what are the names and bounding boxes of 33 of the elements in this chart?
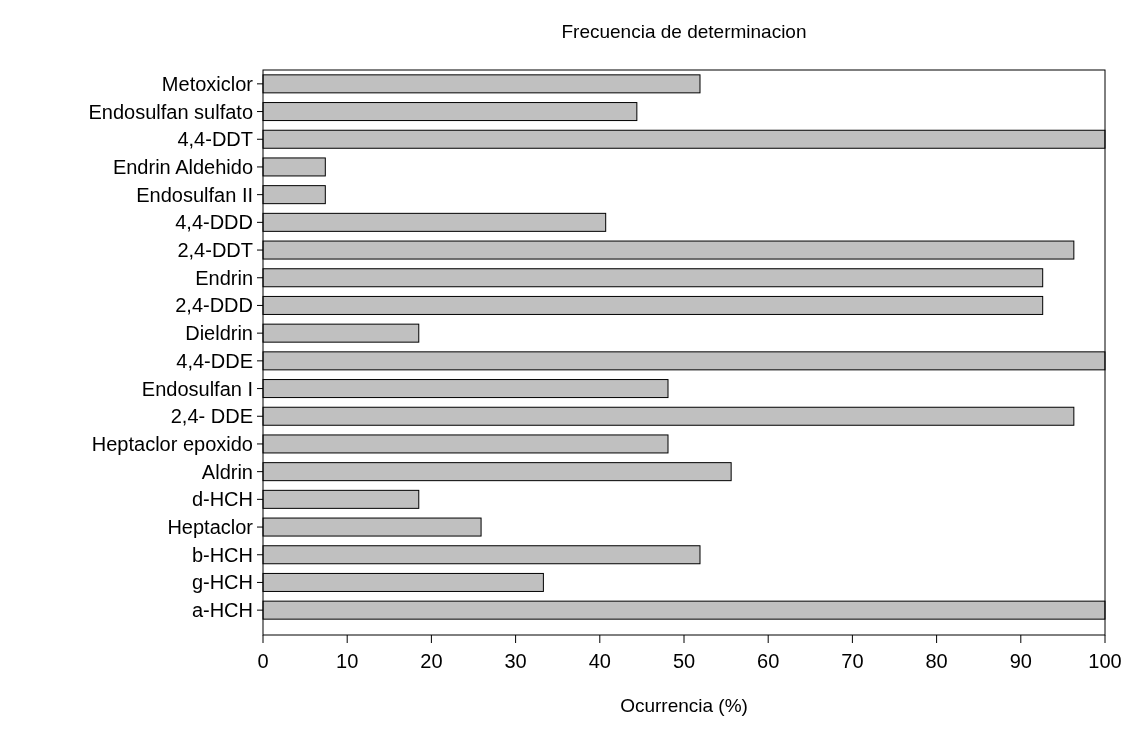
x-axis-title: Ocurrencia (%) — [620, 695, 748, 716]
y-tick-label: 4,4-DDT — [177, 128, 253, 151]
y-tick-label: d-HCH — [191, 488, 253, 511]
y-tick-label: b-HCH — [191, 543, 253, 566]
y-tick-label: 4,4-DDE — [176, 349, 253, 372]
x-tick-label: 20 — [420, 650, 443, 672]
x-tick-label: 90 — [1009, 650, 1032, 672]
x-tick-label: 100 — [1088, 650, 1122, 672]
y-tick-label: Dieldrin — [185, 322, 253, 345]
y-tick-label: Endosulfan II — [136, 183, 253, 206]
x-tick-label: 70 — [841, 650, 864, 672]
y-tick-label: Endrin Aldehido — [112, 155, 253, 178]
y-tick-label: 2,4- DDE — [170, 405, 253, 428]
x-tick-label: 50 — [672, 650, 696, 672]
x-tick-label: 40 — [588, 650, 611, 672]
y-tick-label: 2,4-DDT — [177, 239, 253, 262]
y-tick-label: Endosulfan I — [141, 377, 253, 400]
y-tick-label: g-HCH — [191, 571, 253, 594]
y-tick-label: Metoxiclor — [161, 72, 254, 95]
x-tick-label: 60 — [757, 650, 780, 672]
y-tick-label: 2,4-DDD — [175, 294, 253, 317]
y-tick-label: Endosulfan sulfato — [88, 100, 253, 123]
x-tick-label: 80 — [925, 650, 948, 672]
y-tick-label: Heptaclor epoxido — [91, 432, 253, 455]
y-tick-label: Aldrin — [201, 460, 253, 483]
x-tick-label: 30 — [504, 650, 527, 672]
y-tick-label: Endrin — [195, 266, 253, 289]
chart-title: Frecuencia de determinacion — [561, 21, 807, 42]
y-tick-label: a-HCH — [191, 599, 253, 622]
y-tick-label: 4,4-DDD — [175, 211, 253, 234]
y-tick-label: Heptaclor — [167, 516, 254, 539]
x-tick-label: 10 — [336, 650, 359, 672]
x-tick-label: 0 — [257, 650, 269, 672]
